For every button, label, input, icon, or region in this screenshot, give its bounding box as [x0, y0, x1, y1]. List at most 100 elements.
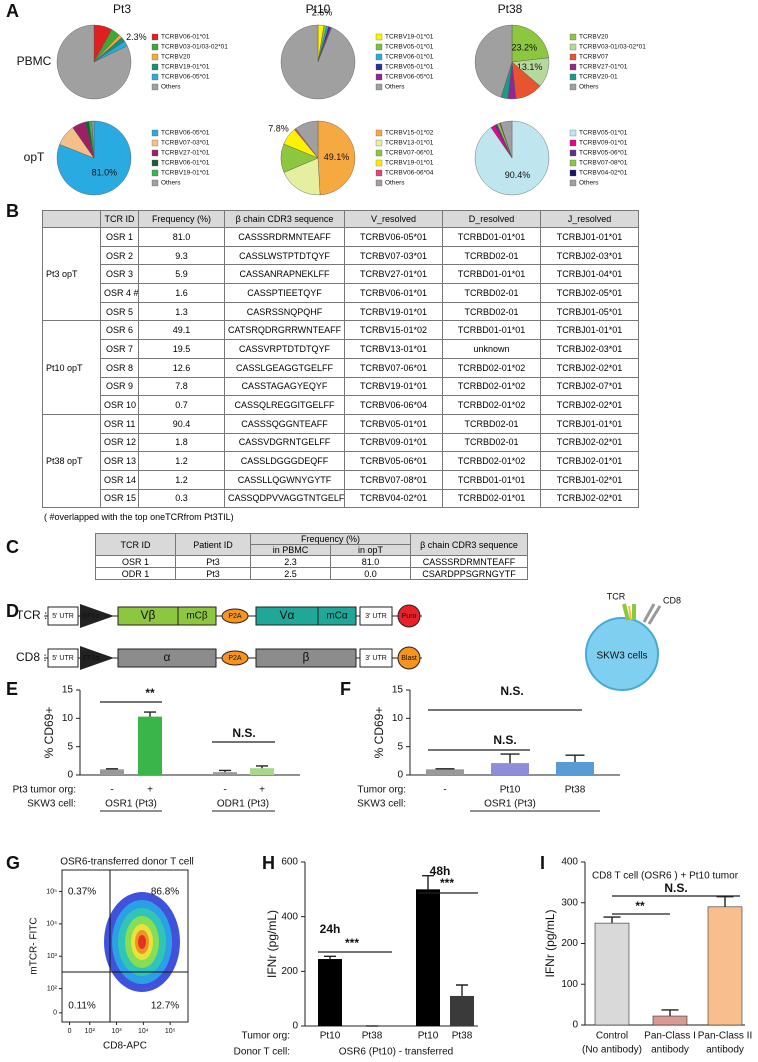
x-label: Pt38 [362, 1031, 383, 1042]
part-label: β [303, 650, 310, 664]
y-tick-label: 0 [397, 770, 403, 781]
table-cell: 9.3 [138, 245, 225, 266]
y-tick-label: 10 [62, 713, 74, 724]
table-cell: OSR 1 [100, 227, 139, 247]
error-bar [565, 754, 585, 762]
table-cell: OSR 3 [100, 264, 139, 285]
table-cell: OSR 12 [100, 432, 139, 453]
legend-label: TCRBV06-05*01 [385, 74, 434, 81]
panel-letter: E [6, 679, 18, 699]
table-cell: 19.5 [138, 339, 225, 359]
table-cell: OSR 11 [100, 413, 139, 434]
annotation: 24h [320, 922, 341, 936]
receptor-label: TCR [607, 591, 626, 601]
y-tick-label: 0 [292, 1021, 298, 1032]
table-cell: TCRBV06-06*04 [344, 395, 443, 415]
header-cell: Patient ID [175, 533, 251, 556]
chart-title: OSR6-transferred donor T cell [60, 857, 194, 868]
row-label: Pt3 tumor org: [13, 785, 76, 796]
error-bar [456, 984, 468, 996]
annotation: N.S. [493, 733, 516, 747]
legend-swatch [569, 53, 577, 61]
table-cell: TCRBV13-01*01 [344, 339, 443, 359]
table-cell: Pt3 [175, 567, 251, 580]
legend-label: TCRBV06-01*01 [161, 160, 210, 167]
header-cell: in opT [330, 544, 411, 556]
construct-part [317, 606, 357, 626]
construct-part [359, 606, 393, 626]
table-cell: CASSLGEAGGTGELFF [224, 357, 345, 378]
part-label: P2A [228, 613, 242, 620]
slice-label: 81.0% [92, 168, 118, 178]
y-axis-label: % CD69+ [372, 707, 386, 759]
annotation: *** [345, 936, 359, 950]
table-cell: TCRBD02-01 [442, 283, 541, 303]
y-tick-label: 10 [392, 713, 404, 724]
table-cell: TCRBD02-01*02 [442, 376, 541, 397]
y-tick-label: 100 [561, 979, 578, 990]
row-title: opT [24, 150, 45, 164]
x-label: Pt38 [452, 1031, 473, 1042]
table-cell: CASSSRDRMNTEAFF [410, 555, 528, 568]
legend-label: Others [385, 84, 405, 91]
error-bar [324, 955, 336, 960]
slice-label: 49.1% [324, 152, 350, 162]
row-label: SKW3 cell: [27, 799, 76, 810]
table-cell: CASSSRDRMNTEAFF [224, 227, 345, 247]
y-tick-label: 10² [47, 985, 58, 992]
table-cell: TCRBJ02-03*01 [540, 245, 639, 266]
table-b: TCR ID Frequency (%) β chain CDR3 sequence… [42, 210, 639, 509]
bar [250, 768, 274, 775]
table-cell: TCRBD02-01 [442, 301, 541, 322]
table-cell: CASRSSNQPQHF [224, 301, 345, 322]
table-cell: TCRBD01-01*01 [442, 264, 541, 285]
y-tick-label: 200 [281, 966, 298, 977]
table-cell: OSR 6 [100, 320, 139, 341]
quadrant-label: 12.7% [151, 1001, 179, 1012]
part-label: Vα [280, 608, 295, 622]
legend-swatch [375, 129, 383, 137]
table-row: OSR 9 7.8 CASSTAGAGYEQYF TCRBV19-01*01 TCRBD… [43, 376, 639, 397]
legend-swatch [151, 53, 159, 61]
cd8-receptor [642, 603, 662, 625]
table-cell: CASSLWSTPTDTQYF [224, 245, 345, 266]
error-bar [256, 765, 268, 769]
panel-letter: D [6, 601, 19, 621]
x-label: OSR1 (Pt3) [484, 799, 536, 810]
x-label: antibody [651, 1045, 689, 1056]
header-cell: TCR ID [95, 533, 176, 556]
table-row: OSR 1 Pt3 2.3 81.0 CASSSRDRMNTEAFF [95, 555, 528, 568]
table-cell: TCRBJ02-07*01 [540, 376, 639, 397]
construct-part [177, 606, 217, 626]
pie-slice [317, 120, 356, 196]
error-bar [422, 874, 434, 890]
part-label: α [164, 650, 171, 664]
table-cell: TCRBV09-01*01 [344, 432, 443, 453]
table-cell: TCRBD02-01*02 [442, 395, 541, 415]
row-label: Tumor org: [357, 785, 406, 796]
table-cell: TCRBJ01-04*01 [540, 264, 639, 285]
legend-label: TCRBV06-01*01 [385, 54, 434, 61]
table-cell: 90.4 [138, 413, 225, 434]
table-row: OSR 14 1.2 CASSLLQGWNYGYTF TCRBV07-08*01 TCR… [43, 469, 639, 490]
table-cell: TCRBJ02-02*01 [540, 432, 639, 453]
table-cell: OSR 7 [100, 339, 139, 359]
y-tick-label: 0 [53, 1010, 57, 1017]
table-cell: Pt3 [175, 555, 251, 568]
table-row: Pt3 opT OSR 1 81.0 CASSSRDRMNTEAFF TCRBV06-0… [42, 226, 639, 322]
x-label: + [147, 785, 153, 796]
construct-part [47, 648, 79, 668]
legend-swatch [151, 149, 159, 157]
chart-title: CD8 T cell (OSR6 ) + Pt10 tumor [592, 871, 739, 882]
table-cell: TCRBV05-01*01 [344, 413, 443, 434]
table-cell: TCRBD02-01*02 [442, 357, 541, 378]
legend-swatch [375, 159, 383, 167]
error-bar [144, 711, 156, 717]
legend-label: TCRBV05-01*01 [579, 130, 628, 137]
table-cell: TCRBD01-01*01 [442, 227, 541, 247]
legend-label: TCRBV06-01*01 [161, 34, 210, 41]
legend-swatch [151, 43, 159, 51]
legend-swatch [151, 159, 159, 167]
part-label: Puro [402, 613, 417, 620]
